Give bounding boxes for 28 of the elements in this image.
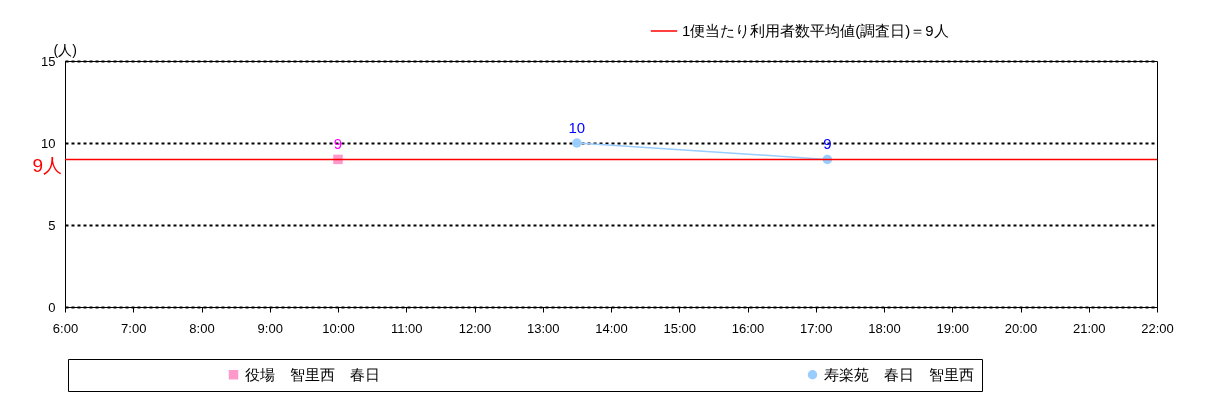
y-tick-label: 5 xyxy=(48,217,56,233)
x-tick-label: 17:00 xyxy=(799,320,833,336)
legend-label: 寿楽苑 春日 智里西 xyxy=(824,365,974,383)
x-tick-label: 11:00 xyxy=(390,320,423,336)
data-label: 10 xyxy=(568,119,586,136)
y-tick-label: 10 xyxy=(41,135,56,151)
x-tick-label: 21:00 xyxy=(1072,320,1106,336)
x-tick-label: 14:00 xyxy=(595,320,628,336)
x-tick-label: 20:00 xyxy=(1004,320,1038,336)
data-label: 9 xyxy=(333,135,343,153)
x-tick-label: 22:00 xyxy=(1141,320,1174,336)
y-tick-label: 0 xyxy=(48,299,56,315)
x-tick-label: 13:00 xyxy=(526,320,560,336)
text: 9人 xyxy=(32,155,62,177)
x-tick-label: 9:00 xyxy=(257,320,283,336)
x-tick-label: 10:00 xyxy=(322,320,355,336)
legend-label: 1便当たり利用者数平均値(調査日)＝9人 xyxy=(682,22,949,39)
legend-label: 役場 智里西 春日 xyxy=(245,365,380,383)
x-tick-label: 12:00 xyxy=(458,320,492,336)
x-tick-label: 18:00 xyxy=(868,320,901,336)
x-tick-label: 16:00 xyxy=(731,320,765,336)
y-axis-title: (人) xyxy=(53,41,77,58)
x-tick-label: 8:00 xyxy=(189,320,215,336)
x-tick-label: 15:00 xyxy=(663,320,697,336)
x-tick-label: 19:00 xyxy=(936,320,970,336)
x-tick-label: 7:00 xyxy=(121,320,147,336)
data-label: 9 xyxy=(823,135,832,153)
x-tick-label: 6:00 xyxy=(52,320,79,336)
